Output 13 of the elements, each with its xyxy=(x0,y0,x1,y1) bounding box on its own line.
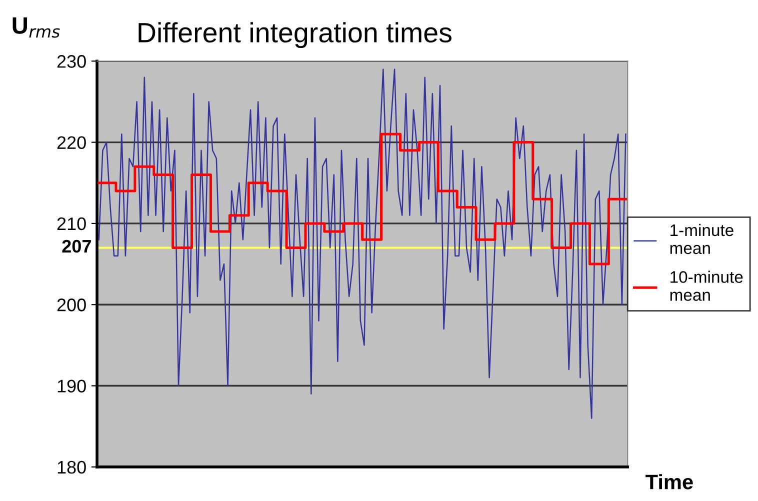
chart-title: Different integration times xyxy=(138,22,452,48)
line-series xyxy=(98,68,626,419)
x-axis-title: Time xyxy=(646,474,693,490)
ref-line-label: 207 xyxy=(62,240,91,253)
legend-label: 10-minute mean xyxy=(670,270,743,301)
y-tick-label: 230 xyxy=(57,55,86,68)
y-tick-label: 220 xyxy=(57,136,86,150)
y-tick-label: 200 xyxy=(57,298,86,312)
y-axis-title: U$_{rms}$ xyxy=(12,17,60,38)
legend-label: 1-minute mean xyxy=(670,224,734,254)
y-tick-label: 210 xyxy=(57,217,86,230)
y-tick-label: 180 xyxy=(58,460,86,474)
y-tick-label: 190 xyxy=(58,380,86,392)
